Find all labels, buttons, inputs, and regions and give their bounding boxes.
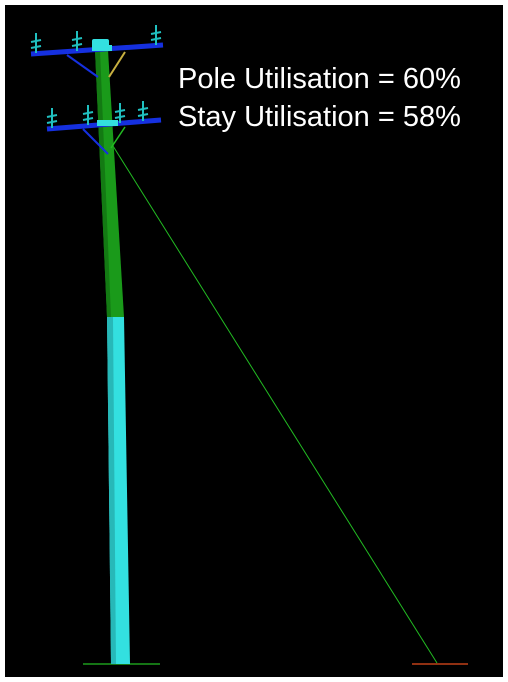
insulator-icon xyxy=(150,25,162,45)
lower-crossarm-brace-right xyxy=(110,126,126,149)
top-crossarm-clamp xyxy=(92,45,112,51)
model-viewport[interactable]: Pole Utilisation = 60% Stay Utilisation … xyxy=(5,5,503,677)
stay-wire xyxy=(102,129,438,664)
insulator-icon xyxy=(46,108,58,128)
top-crossarm-brace-left xyxy=(66,54,99,78)
top-crossarm-brace-right xyxy=(108,51,126,78)
stay-utilisation-label: Stay Utilisation = 58% xyxy=(178,101,461,133)
insulator-icon xyxy=(114,103,126,123)
insulator-icon xyxy=(82,105,94,125)
lower-crossarm-brace-left xyxy=(82,128,109,155)
insulator-icon xyxy=(137,101,149,121)
insulator-icon xyxy=(30,33,42,53)
pole-lower-shade xyxy=(107,317,116,664)
lower-crossarm-clamp xyxy=(97,120,118,126)
insulator-icon xyxy=(71,31,83,51)
pole-utilisation-label: Pole Utilisation = 60% xyxy=(178,63,461,95)
pole-model-3d-view[interactable] xyxy=(5,5,503,677)
pole-upper-shade xyxy=(95,50,111,317)
